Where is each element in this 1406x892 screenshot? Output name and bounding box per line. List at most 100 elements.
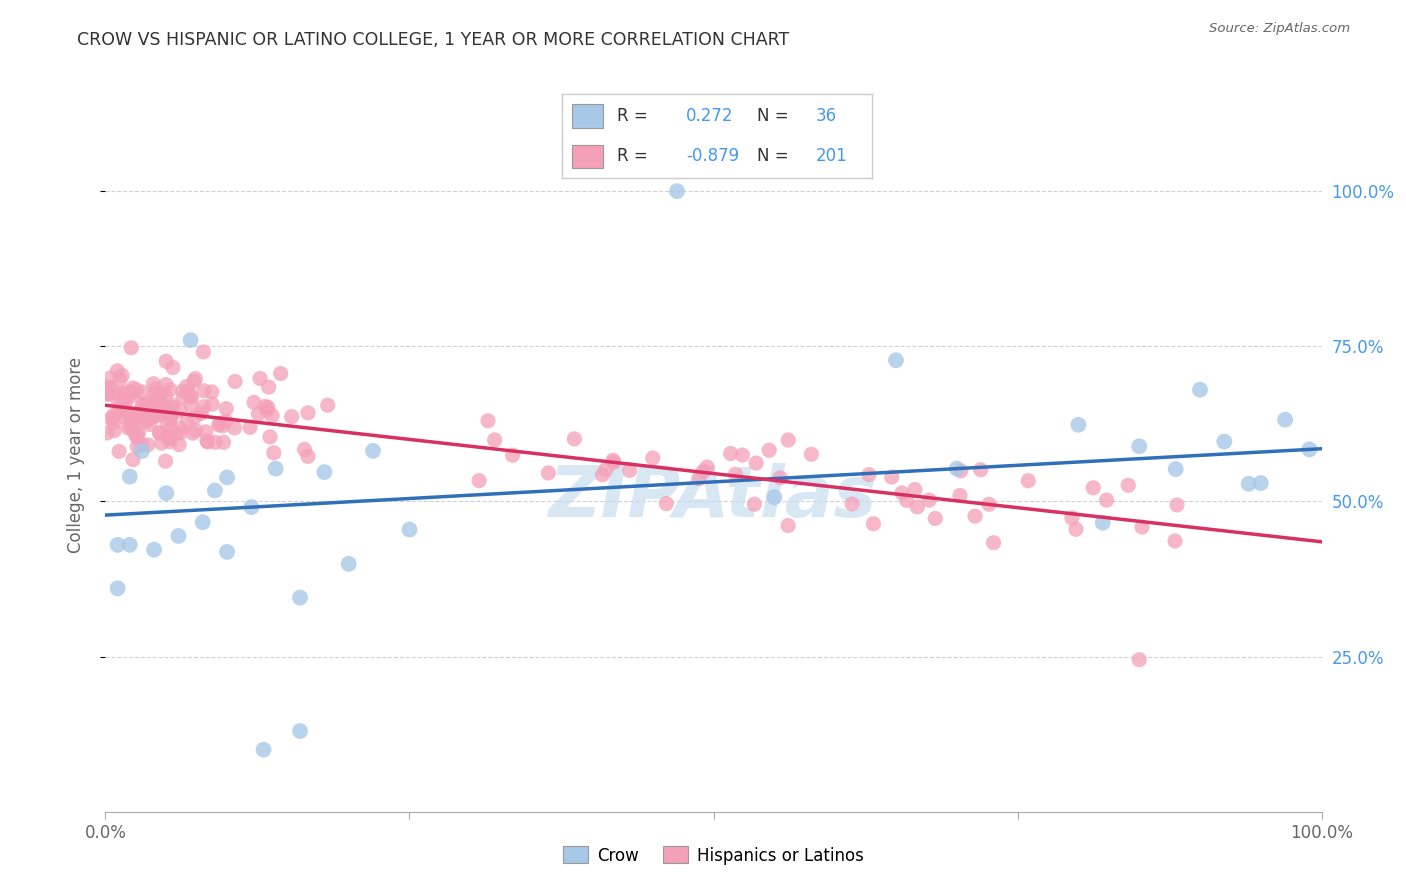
Point [181, 426, 204, 441]
Point [215, 414, 238, 428]
Point [197, 434, 219, 449]
Point [135, 409, 157, 423]
Point [288, 591, 311, 605]
Point [172, 384, 194, 398]
Point [398, 523, 420, 537]
Point [224, 421, 246, 435]
Point [135, 399, 157, 413]
Point [107, 395, 129, 409]
Point [96, 425, 118, 440]
Text: N =: N = [758, 147, 789, 165]
Point [1017, 474, 1039, 488]
Point [159, 413, 181, 427]
Point [125, 430, 148, 444]
Point [159, 383, 181, 397]
Text: Source: ZipAtlas.com: Source: ZipAtlas.com [1209, 22, 1350, 36]
Point [1166, 498, 1188, 512]
Point [110, 399, 132, 413]
Point [118, 420, 141, 434]
Point [945, 461, 967, 475]
Point [114, 398, 136, 412]
Text: R =: R = [616, 107, 647, 125]
Point [176, 414, 198, 428]
Point [896, 493, 918, 508]
Point [118, 469, 141, 483]
Point [135, 398, 157, 412]
Point [905, 500, 928, 514]
Point [201, 384, 224, 399]
Point [146, 409, 169, 423]
Point [167, 438, 190, 452]
Point [143, 542, 166, 557]
Text: R =: R = [616, 147, 647, 165]
Point [108, 444, 131, 458]
Point [924, 511, 946, 525]
Point [297, 450, 319, 464]
Point [190, 406, 212, 420]
Point [122, 422, 145, 436]
Point [120, 386, 142, 401]
Point [142, 376, 165, 391]
Point [136, 438, 159, 452]
Point [224, 375, 246, 389]
Point [131, 444, 153, 458]
Point [193, 345, 215, 359]
Point [128, 408, 150, 422]
Point [763, 490, 786, 504]
Point [778, 518, 800, 533]
Point [180, 398, 202, 412]
Point [918, 493, 941, 508]
Point [98, 380, 121, 394]
Point [201, 397, 224, 411]
Point [142, 401, 165, 416]
Point [157, 406, 180, 420]
Point [149, 426, 172, 441]
Point [131, 398, 153, 412]
Point [111, 409, 134, 424]
Point [1128, 439, 1150, 453]
Point [731, 448, 754, 462]
Point [155, 377, 177, 392]
Point [696, 460, 718, 475]
Point [692, 464, 714, 478]
Point [118, 385, 141, 400]
Point [211, 418, 233, 433]
Point [117, 421, 139, 435]
Point [98, 387, 121, 401]
Point [1095, 493, 1118, 508]
Point [114, 403, 136, 417]
Point [537, 466, 560, 480]
Point [114, 392, 136, 406]
Point [127, 425, 149, 440]
Point [965, 509, 987, 524]
Point [858, 467, 880, 482]
Point [149, 388, 172, 402]
Point [891, 486, 914, 500]
Point [215, 401, 238, 416]
Point [122, 452, 145, 467]
Point [468, 474, 491, 488]
Point [129, 403, 152, 417]
Point [288, 724, 311, 739]
Y-axis label: College, 1 year or more: College, 1 year or more [66, 357, 84, 553]
Point [195, 434, 218, 448]
Point [131, 385, 153, 400]
Point [264, 461, 287, 475]
Point [1298, 442, 1320, 457]
Point [96, 385, 118, 400]
Point [148, 425, 170, 440]
Point [595, 463, 617, 477]
Point [142, 408, 165, 422]
Point [138, 401, 160, 416]
Point [121, 381, 143, 395]
Point [108, 387, 131, 401]
Point [184, 424, 207, 438]
Point [1237, 476, 1260, 491]
Point [655, 497, 678, 511]
Point [758, 443, 780, 458]
Point [108, 372, 131, 386]
Point [1130, 520, 1153, 534]
Point [254, 400, 277, 414]
Point [146, 392, 169, 407]
Point [134, 396, 156, 410]
